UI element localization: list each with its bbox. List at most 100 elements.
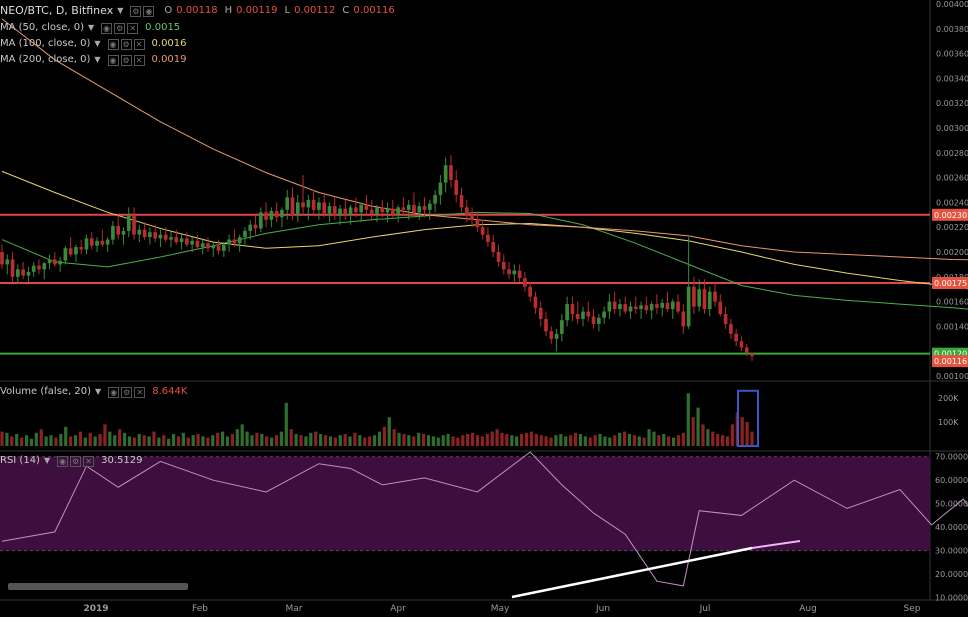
settings-icon[interactable]: ⚙ — [70, 455, 82, 467]
volume-bar — [534, 434, 538, 446]
chevron-down-icon[interactable]: ▼ — [95, 387, 102, 396]
volume-bar — [98, 434, 102, 446]
price-tick-label: 0.00100 — [936, 372, 968, 381]
symbol-title[interactable]: NEO/BTC, D, Bitfinex — [0, 4, 114, 17]
volume-bar — [265, 436, 269, 446]
close-icon[interactable]: ✕ — [133, 54, 145, 66]
candle-body — [47, 259, 52, 264]
rsi-trendline[interactable] — [511, 546, 753, 599]
candle-body — [438, 182, 443, 195]
eye-icon[interactable]: ◉ — [143, 5, 155, 17]
eye-icon[interactable]: ◉ — [57, 455, 69, 467]
candle-body — [301, 202, 305, 208]
eye-icon[interactable]: ◉ — [107, 38, 119, 50]
volume-bar — [696, 407, 700, 446]
candle-body — [391, 208, 395, 215]
time-tick-label: Feb — [192, 604, 208, 614]
candle-body — [470, 214, 474, 220]
price-badge-label: 0.00116 — [934, 357, 967, 366]
time-tick-label: 2019 — [83, 604, 108, 614]
close-icon[interactable]: ✕ — [127, 22, 139, 34]
settings-icon[interactable]: ⚙ — [120, 54, 132, 66]
ohlc-c-label: C — [342, 5, 350, 16]
eye-icon[interactable]: ◉ — [101, 22, 113, 34]
volume-bar — [456, 437, 460, 446]
close-icon[interactable]: ✕ — [134, 386, 146, 398]
ohlc-close: 0.00116 — [353, 5, 395, 16]
candle-body — [84, 238, 89, 250]
candle-body — [285, 197, 290, 210]
candle-body — [126, 214, 131, 231]
volume-bar — [662, 434, 666, 446]
volume-bar — [250, 435, 254, 446]
close-icon[interactable]: ✕ — [83, 455, 95, 467]
candle-body — [406, 204, 411, 210]
volume-bar — [559, 434, 563, 446]
settings-icon[interactable]: ⚙ — [114, 22, 126, 34]
settings-icon[interactable]: ⚙ — [120, 38, 132, 50]
eye-icon[interactable]: ◉ — [107, 54, 119, 66]
close-icon[interactable]: ✕ — [133, 38, 145, 50]
price-tick-label: 0.00220 — [936, 223, 968, 232]
settings-icon[interactable]: ⚙ — [130, 5, 142, 17]
candle-body — [475, 219, 480, 228]
eye-icon[interactable]: ◉ — [108, 386, 120, 398]
volume-bar — [461, 435, 465, 446]
candle-body — [422, 206, 427, 210]
symbol-legend: NEO/BTC, D, Bitfinex ▼ ⚙ ◉ O 0.00118 H 0… — [0, 5, 395, 17]
candle-body — [702, 289, 707, 310]
chevron-down-icon[interactable]: ▼ — [43, 456, 51, 465]
volume-bar — [289, 429, 293, 446]
volume-bar — [387, 417, 391, 446]
volume-bar — [490, 431, 494, 446]
ma200-label[interactable]: MA (200, close, 0) — [0, 54, 91, 65]
candle-body — [612, 301, 617, 310]
volume-label[interactable]: Volume (false, 20) — [0, 386, 92, 397]
chevron-down-icon[interactable]: ▼ — [94, 55, 101, 64]
volume-bar — [529, 431, 534, 446]
ma100-legend: MA (100, close, 0) ▼ ◉ ⚙ ✕ 0.0016 — [0, 38, 187, 50]
chevron-down-icon[interactable]: ▼ — [88, 23, 95, 32]
candle-body — [206, 243, 210, 249]
candle-body — [290, 197, 295, 215]
volume-bar — [627, 434, 632, 446]
volume-bar — [573, 432, 578, 446]
chevron-down-icon[interactable]: ▼ — [117, 6, 124, 15]
volume-bar — [24, 435, 29, 446]
volume-bar — [314, 431, 318, 446]
candle-body — [179, 238, 184, 243]
volume-bar — [647, 429, 651, 446]
volume-bar — [113, 435, 117, 446]
rsi-label[interactable]: RSI (14) — [0, 455, 40, 466]
ma100-label[interactable]: MA (100, close, 0) — [0, 38, 91, 49]
candle-body — [665, 302, 670, 310]
ma50-label[interactable]: MA (50, close, 0) — [0, 22, 85, 33]
candle-body — [174, 237, 179, 243]
ohlc-open: 0.00118 — [176, 5, 218, 16]
volume-bar — [564, 436, 568, 446]
volume-bar — [485, 434, 489, 446]
candle-body — [375, 207, 379, 214]
volume-bar — [245, 431, 249, 446]
candle-body — [21, 269, 25, 276]
volume-bar — [539, 435, 543, 446]
settings-icon[interactable]: ⚙ — [121, 386, 133, 398]
scrollbar[interactable] — [8, 583, 188, 590]
candle-body — [264, 212, 268, 220]
chevron-down-icon[interactable]: ▼ — [94, 39, 101, 48]
volume-bar — [186, 437, 190, 446]
rsi-trendline-extension[interactable] — [751, 540, 801, 549]
volume-bar — [279, 431, 284, 446]
volume-bar — [466, 434, 470, 446]
volume-bar — [652, 431, 656, 446]
volume-bar — [515, 436, 519, 446]
volume-bar — [147, 436, 151, 446]
candle-body — [0, 252, 4, 265]
candle-body — [464, 207, 469, 215]
candle-body — [549, 331, 554, 339]
volume-bar — [167, 438, 171, 446]
candle-body — [148, 232, 152, 238]
candle-body — [364, 204, 369, 210]
volume-bar — [230, 434, 234, 446]
